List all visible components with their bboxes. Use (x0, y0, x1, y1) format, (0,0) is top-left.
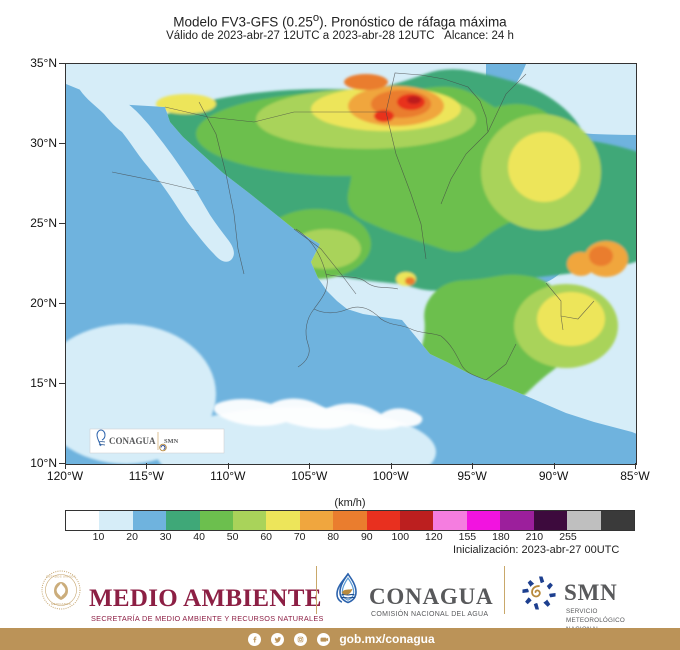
svg-text:MEXICANOS: MEXICANOS (51, 602, 71, 606)
svg-text:CONAGUA: CONAGUA (109, 436, 156, 446)
svg-text:ESTADOS UNIDOS: ESTADOS UNIDOS (46, 575, 75, 579)
svg-text:SMN: SMN (164, 438, 179, 445)
